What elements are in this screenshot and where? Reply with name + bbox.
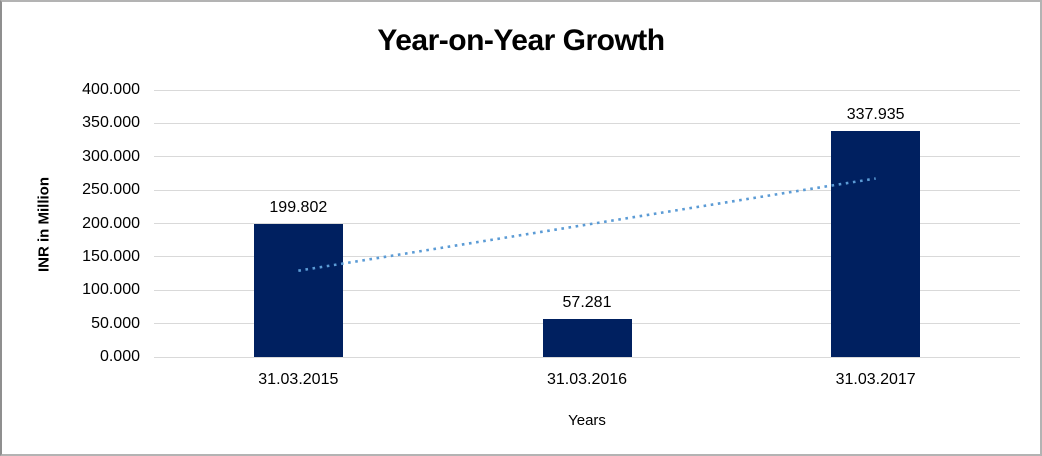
bar-value-label: 57.281	[562, 293, 612, 311]
x-axis-tick-labels: 31.03.2015 31.03.2016 31.03.2017	[154, 370, 1020, 394]
y-tick-label: 100.000	[82, 281, 140, 299]
y-tick-label: 350.000	[82, 114, 140, 132]
y-tick-label: 250.000	[82, 181, 140, 199]
gridline	[154, 89, 1020, 91]
x-tick-label: 31.03.2015	[258, 371, 339, 388]
chart-title: Year-on-Year Growth	[377, 24, 665, 57]
y-tick-label: 200.000	[82, 214, 140, 232]
gridline	[154, 256, 1020, 258]
y-tick-label: 0.000	[99, 348, 140, 365]
bar	[831, 131, 921, 357]
bar-value-label: 199.802	[269, 198, 328, 216]
x-tick-label: 31.03.2016	[546, 371, 628, 388]
bar-value-label: 337.935	[846, 106, 905, 124]
gridline	[154, 356, 1020, 358]
bar	[542, 318, 632, 357]
gridline	[154, 156, 1020, 158]
y-tick-label: 50.000	[91, 314, 140, 332]
y-tick-label: 400.000	[82, 81, 140, 98]
x-tick-label: 31.03.2017	[835, 371, 916, 388]
gridline	[154, 122, 1020, 124]
trendline	[298, 177, 876, 272]
gridline	[154, 289, 1020, 291]
bar	[253, 223, 343, 357]
y-axis-tick-labels: 400.000 350.000 300.000 250.000 200.000 150.0…	[2, 81, 148, 365]
x-axis-title: Years	[568, 412, 606, 429]
plot-area: 199.802 57.281 337.935	[154, 89, 1020, 358]
gridline	[154, 223, 1020, 224]
y-tick-label: 150.000	[82, 247, 140, 265]
gridline	[154, 189, 1020, 191]
y-tick-label: 300.000	[82, 147, 140, 165]
